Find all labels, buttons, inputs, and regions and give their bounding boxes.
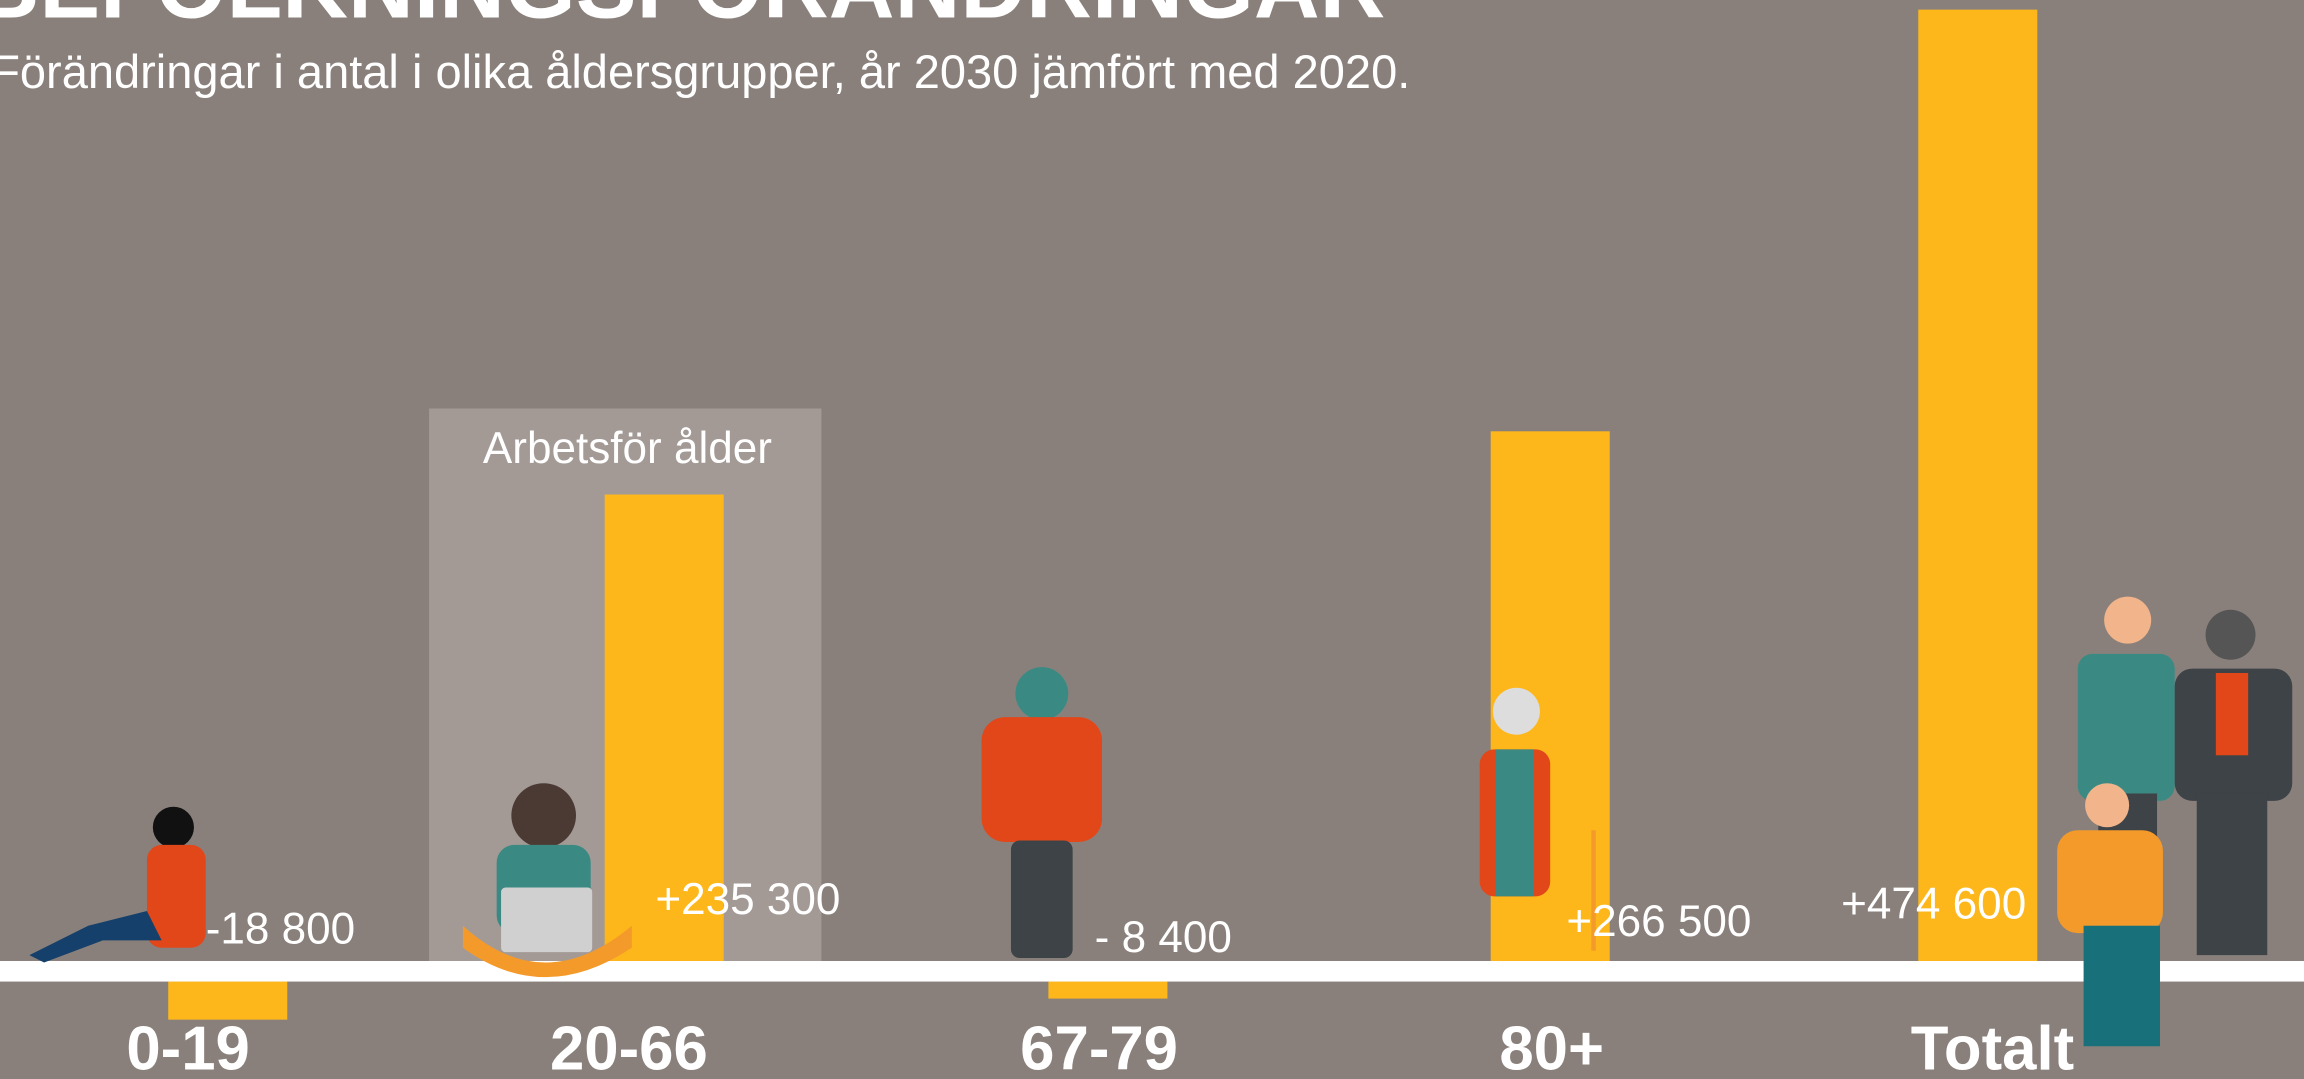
value-label: - 8 400: [1095, 913, 1232, 962]
x-tick-label: 80+: [1499, 1015, 1604, 1079]
chart-title: BEFOLKNINGSFÖRÄNDRINGAR: [0, 0, 1385, 38]
baseline-band: [0, 960, 2304, 982]
bar: [168, 981, 288, 1020]
value-label: +474 600: [1841, 879, 2026, 928]
illustrations: [29, 596, 2293, 1047]
chart-subtitle: Förändringar i antal i olika åldersgrupp…: [0, 45, 1410, 98]
value-label: +235 300: [655, 875, 840, 924]
x-tick-label: 0-19: [126, 1015, 249, 1079]
annotation: Arbetsför ålder: [483, 424, 772, 473]
bar: [1048, 981, 1168, 999]
x-tick-label: Totalt: [1911, 1015, 2074, 1079]
x-tick-label: 67-79: [1020, 1015, 1178, 1079]
bar: [1918, 9, 2038, 972]
value-label: +266 500: [1566, 897, 1751, 946]
x-tick-label: 20-66: [550, 1015, 708, 1079]
bars: [168, 9, 2038, 1020]
bar: [604, 494, 724, 972]
value-label: -18 800: [206, 904, 355, 953]
